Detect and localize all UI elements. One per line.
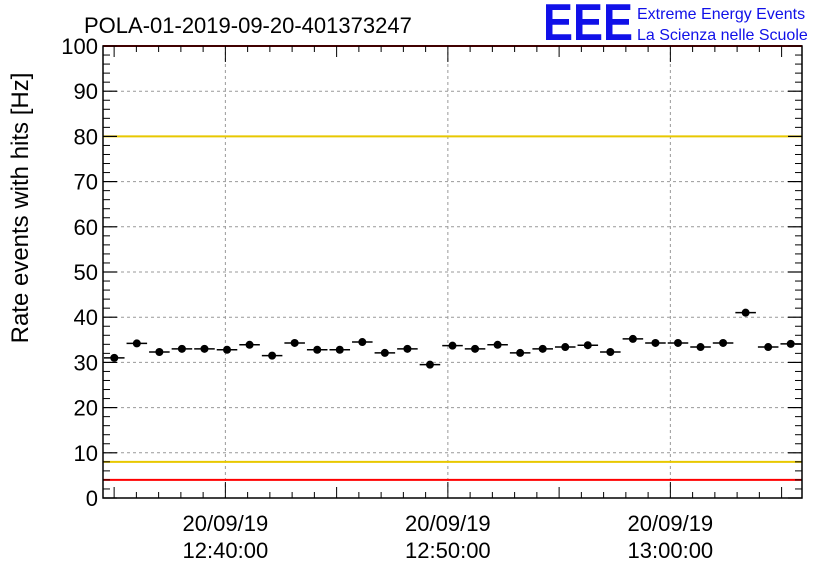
y-tick-label: 90 [74, 79, 98, 104]
marker [200, 344, 209, 353]
data-point [577, 341, 599, 350]
marker [223, 345, 232, 354]
y-tick-label: 60 [74, 215, 98, 240]
data-point [329, 345, 351, 354]
data-point [397, 344, 418, 353]
x-tick-label-date: 20/09/19 [183, 511, 269, 536]
y-tick-label: 100 [61, 34, 98, 59]
data-point [757, 343, 779, 352]
data-point [554, 343, 576, 352]
marker [696, 343, 705, 352]
data-point [712, 338, 734, 347]
marker [425, 360, 434, 369]
marker [177, 344, 186, 353]
marker [493, 340, 502, 349]
y-axis-label: Rate events with hits [Hz] [7, 73, 34, 344]
marker [245, 340, 254, 349]
marker [719, 338, 728, 347]
marker [561, 343, 570, 352]
data-point [690, 343, 711, 352]
x-tick-label-date: 20/09/19 [628, 511, 714, 536]
y-tick-label: 80 [74, 124, 98, 149]
reference-lines [103, 45, 802, 481]
x-tick-label-time: 12:40:00 [183, 538, 269, 563]
data-point [149, 348, 170, 357]
eee-logo: EEE Extreme Energy Events La Scienza nel… [543, 0, 808, 52]
y-axis-ticks: 0 10 20 30 40 50 60 70 80 90 100 [61, 34, 802, 511]
data-point [464, 344, 486, 353]
grid-lines [103, 46, 802, 498]
x-axis-ticks: 20/09/1912:40:0020/09/1912:50:0020/09/19… [113, 46, 783, 563]
logo-caption-line1: Extreme Energy Events [637, 6, 805, 23]
data-point [171, 344, 193, 353]
marker [673, 338, 682, 347]
y-tick-label: 40 [74, 305, 98, 330]
data-point [645, 338, 666, 347]
data-point [735, 308, 756, 317]
marker [110, 353, 119, 362]
y-tick-label: 20 [74, 396, 98, 421]
y-tick-label: 30 [74, 350, 98, 375]
marker [471, 344, 480, 353]
y-tick-label: 0 [86, 486, 98, 511]
data-point [306, 345, 328, 354]
chart-title: POLA-01-2019-09-20-401373247 [84, 13, 412, 38]
data-point [194, 344, 215, 353]
marker [290, 338, 299, 347]
data-point [532, 344, 553, 353]
data-point [284, 338, 305, 347]
marker [448, 341, 457, 350]
marker [313, 345, 322, 354]
marker [741, 308, 750, 317]
marker [358, 338, 367, 347]
data-point [126, 339, 148, 348]
marker [538, 344, 547, 353]
data-point [419, 360, 441, 369]
data-point [352, 338, 373, 347]
marker [335, 345, 344, 354]
data-points [104, 308, 801, 369]
data-point [600, 348, 621, 357]
data-point [261, 351, 283, 360]
y-tick-label: 50 [74, 260, 98, 285]
marker [583, 341, 592, 350]
logo-caption-line2: La Scienza nelle Scuole [637, 27, 808, 44]
data-point [239, 340, 260, 349]
marker [155, 348, 164, 357]
data-point [216, 345, 238, 354]
x-tick-label-date: 20/09/19 [405, 511, 491, 536]
y-tick-label: 70 [74, 170, 98, 195]
data-point [487, 340, 508, 349]
marker [268, 351, 277, 360]
marker [516, 348, 525, 357]
data-point [442, 341, 463, 350]
marker [606, 348, 615, 357]
data-point [622, 334, 644, 343]
data-point [104, 353, 125, 362]
marker [628, 334, 637, 343]
marker [786, 339, 795, 348]
marker [651, 338, 660, 347]
logo-mark: EEE [543, 0, 633, 52]
x-tick-label-time: 12:50:00 [405, 538, 491, 563]
data-point [509, 348, 531, 357]
x-tick-label-time: 13:00:00 [628, 538, 714, 563]
marker [764, 343, 773, 352]
data-point [374, 348, 396, 357]
marker [403, 344, 412, 353]
y-tick-label: 10 [74, 441, 98, 466]
marker [380, 348, 389, 357]
marker [132, 339, 141, 348]
data-point [667, 338, 689, 347]
